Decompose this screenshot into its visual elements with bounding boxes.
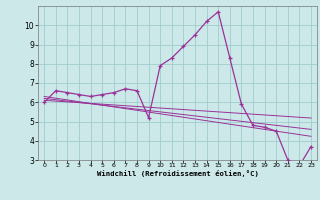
X-axis label: Windchill (Refroidissement éolien,°C): Windchill (Refroidissement éolien,°C) — [97, 170, 259, 177]
